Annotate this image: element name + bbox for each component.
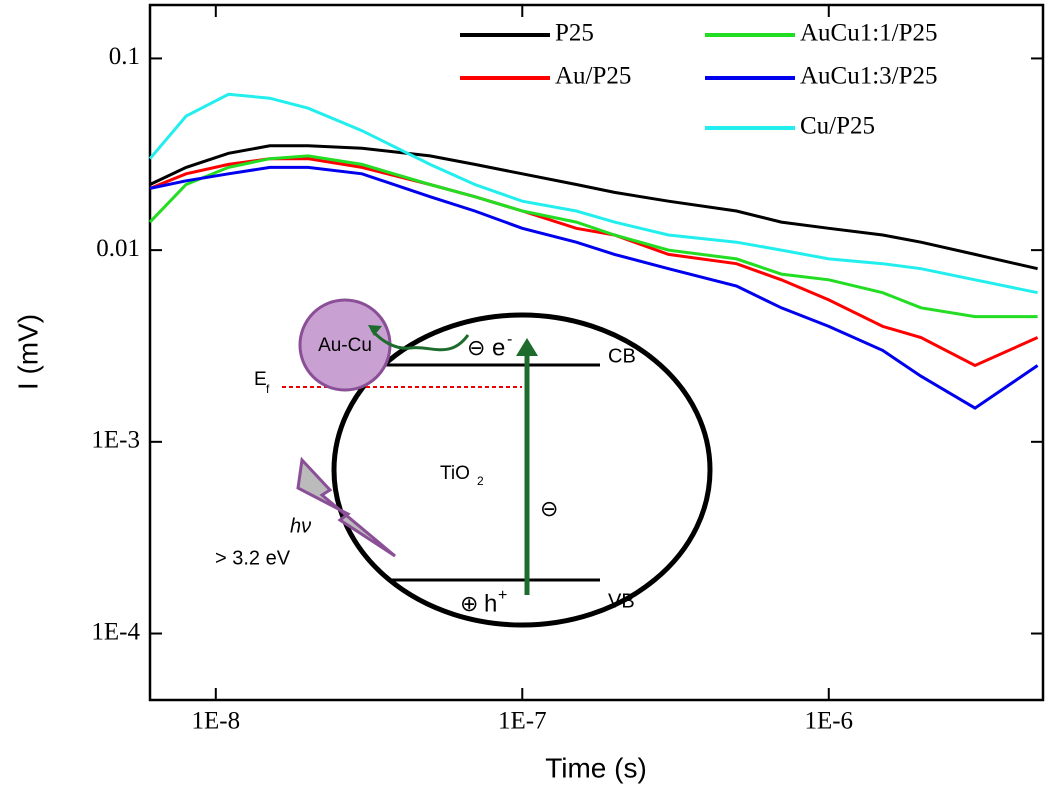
tio2-particle	[331, 312, 713, 628]
x-tick-label: 1E-8	[191, 708, 240, 735]
series-line	[149, 157, 1039, 368]
arrowhead	[368, 325, 382, 336]
hole-sign: ⊕	[460, 591, 478, 616]
legend-label: AuCu1:3/P25	[800, 63, 938, 90]
y-tick-label: 0.01	[96, 235, 140, 262]
energy-label: > 3.2 eV	[215, 547, 291, 569]
y-tick-label: 1E-4	[91, 618, 140, 645]
fermi-label: E	[254, 369, 267, 390]
electron-sign: ⊖	[467, 335, 485, 360]
x-axis-title: Time (s)	[545, 752, 647, 783]
arrowhead	[516, 338, 538, 356]
legend-label: AuCu1:1/P25	[800, 20, 938, 47]
photon-label: hν	[290, 515, 311, 537]
electron-label: e	[492, 334, 505, 361]
series-line	[149, 165, 1039, 410]
cb-label: CB	[608, 345, 636, 367]
hole-label: h	[484, 590, 497, 617]
inset-diagram: Au-Cu E f CB VB TiO 2 hν > 3.2 eV ⊖ e - …	[215, 298, 713, 628]
series-line	[148, 154, 1038, 319]
y-tick-label: 0.1	[109, 43, 140, 70]
series-line	[148, 92, 1038, 295]
transfer-arrow	[370, 329, 470, 352]
y-tick-label: 1E-3	[91, 427, 140, 454]
y-axis-title: I (mV)	[12, 314, 43, 390]
tio2-label: TiO	[440, 463, 470, 484]
legend-label: Au/P25	[555, 63, 631, 90]
hole-sup: +	[498, 587, 507, 604]
vb-label: VB	[608, 590, 635, 612]
plot-frame	[148, 3, 1045, 702]
series-line	[149, 144, 1038, 271]
x-tick-label: 1E-7	[498, 708, 547, 735]
fermi-sub: f	[266, 382, 270, 396]
photon-bolt	[296, 456, 396, 558]
tio2-sub: 2	[477, 474, 484, 488]
transit-sign: ⊖	[540, 496, 558, 521]
x-tick-label: 1E-6	[804, 708, 853, 735]
legend-label: Cu/P25	[800, 113, 875, 140]
electron-sup: -	[507, 331, 512, 348]
metal-label: Au-Cu	[318, 335, 372, 356]
legend-label: P25	[555, 20, 594, 47]
